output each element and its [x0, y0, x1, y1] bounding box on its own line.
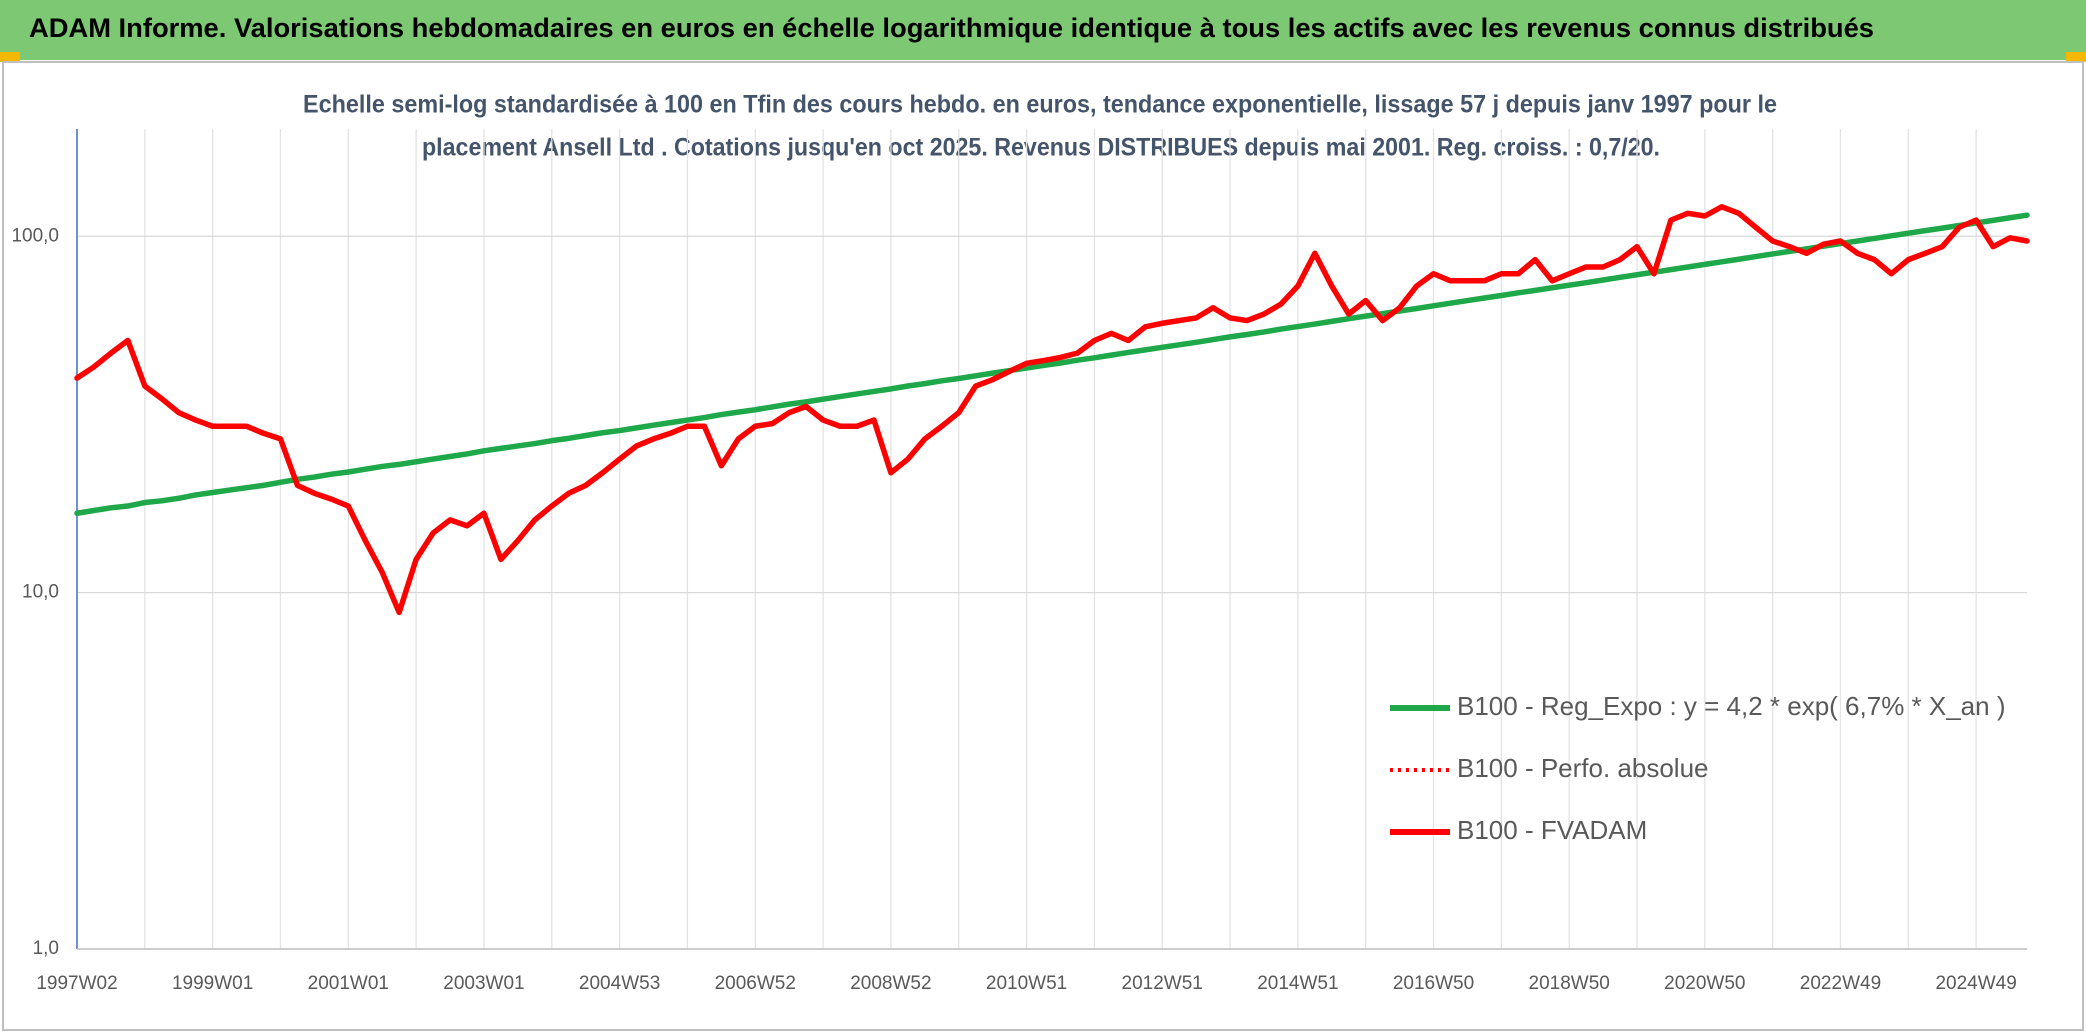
- chart-subtitle: Echelle semi-log standardisée à 100 en T…: [303, 91, 1777, 119]
- x-tick-label: 1997W02: [36, 973, 117, 994]
- y-tick-label: 100,0: [11, 225, 59, 246]
- frame: [2, 61, 2084, 1031]
- x-tick-label: 2004W53: [579, 973, 660, 994]
- header-band: [0, 0, 2086, 60]
- x-tick-label: 2001W01: [308, 973, 389, 994]
- grid: 1,0 10,0 100,0 1997W02 1999W01 2001W01 2003W01…: [11, 129, 2027, 994]
- x-tick-label: 2008W52: [850, 973, 931, 994]
- plot: [74, 204, 2030, 616]
- x-tick-label: 2024W49: [1935, 973, 2016, 994]
- x-tick-label: 2020W50: [1664, 973, 1745, 994]
- legend-label: B100 - FVADAM: [1457, 815, 1647, 845]
- series-line: [74, 204, 2030, 616]
- x-tick-label: 2018W50: [1529, 973, 1610, 994]
- series-line: [74, 212, 2030, 517]
- chart-subtitle: placement Ansell Ltd . Cotations jusqu'e…: [422, 134, 1660, 162]
- legend-label: B100 - Perfo. absolue: [1457, 753, 1709, 783]
- x-tick-label: 2012W51: [1122, 973, 1203, 994]
- x-tick-label: 2016W50: [1393, 973, 1474, 994]
- y-tick-label: 1,0: [33, 938, 59, 959]
- corner: [2066, 52, 2086, 62]
- y-tick-label: 10,0: [22, 582, 59, 603]
- x-tick-label: 2003W01: [443, 973, 524, 994]
- corner: [0, 52, 20, 62]
- x-tick-label: 2014W51: [1257, 973, 1338, 994]
- x-tick-label: 2022W49: [1800, 973, 1881, 994]
- legend-label: B100 - Reg_Expo : y = 4,2 * exp( 6,7% * …: [1457, 691, 2006, 721]
- x-tick-label: 2006W52: [715, 973, 796, 994]
- chart-title: ADAM Informe. Valorisations hebdomadaire…: [29, 13, 1874, 43]
- legend: B100 - Reg_Expo : y = 4,2 * exp( 6,7% * …: [1390, 691, 2006, 845]
- x-tick-label: 2010W51: [986, 973, 1067, 994]
- x-tick-label: 1999W01: [172, 973, 253, 994]
